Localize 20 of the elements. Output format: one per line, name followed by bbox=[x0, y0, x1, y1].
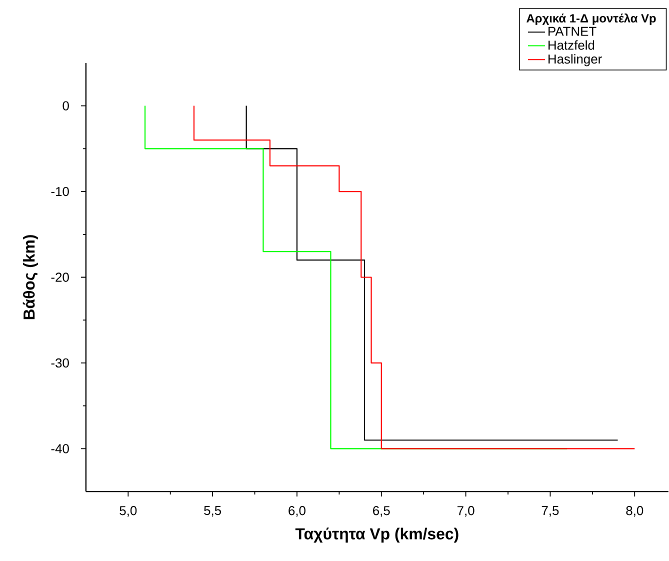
x-tick-label: 5,5 bbox=[204, 506, 221, 516]
line-series bbox=[246, 105, 618, 440]
y-tick-label: 0 bbox=[62, 100, 69, 110]
x-tick-label: 7,0 bbox=[457, 506, 474, 517]
x-tick-label: 7,5 bbox=[542, 506, 559, 516]
y-tick-label: -40 bbox=[51, 444, 69, 454]
x-tick-label: 6,5 bbox=[373, 506, 390, 517]
legend-label: PATNET bbox=[548, 26, 596, 36]
x-tick-label: 5,0 bbox=[120, 506, 137, 517]
y-tick-label: -10 bbox=[51, 186, 69, 196]
line-series bbox=[193, 105, 636, 450]
x-tick-label: 8,0 bbox=[626, 506, 644, 517]
legend-title: Αρχικά 1-Δ μοντέλα Vp bbox=[526, 13, 656, 25]
legend-label: Haslinger bbox=[548, 54, 602, 66]
x-tick-label: 6,0 bbox=[288, 506, 306, 517]
y-tick-label: -20 bbox=[51, 272, 69, 282]
x-axis-title: Ταχύτητα Vp (km/sec) bbox=[295, 527, 458, 542]
y-tick-label: -30 bbox=[51, 358, 69, 368]
legend-label: Hatzfeld bbox=[548, 40, 594, 50]
y-axis-title: Βάθος (km) bbox=[22, 234, 38, 319]
